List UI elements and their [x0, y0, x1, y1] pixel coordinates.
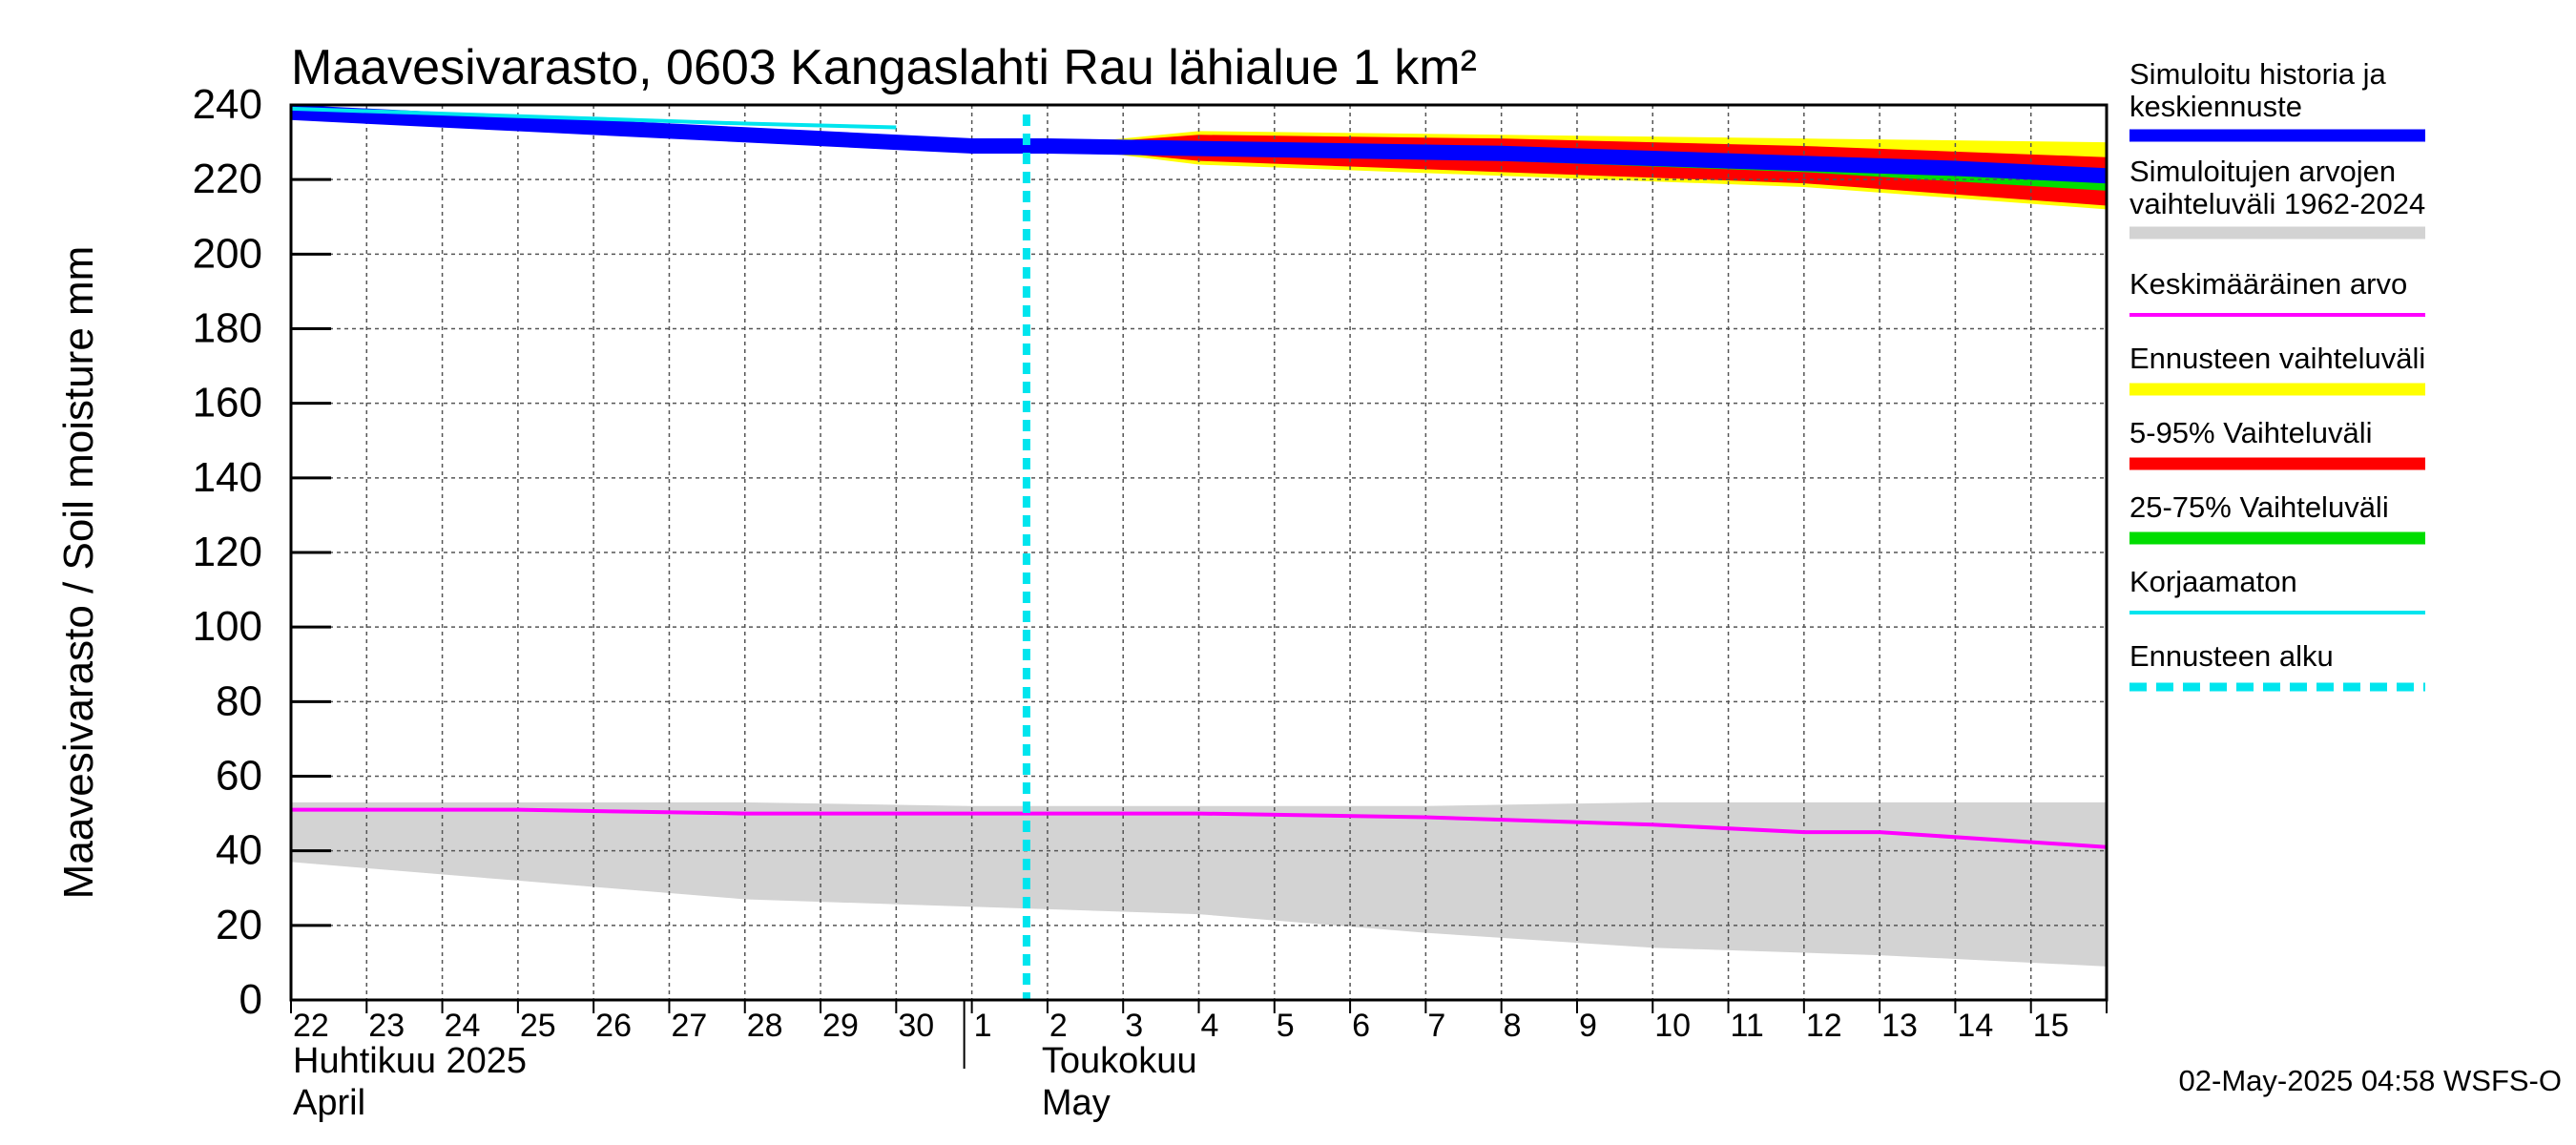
- legend-item: Ennusteen vaihteluväli: [2129, 342, 2425, 396]
- legend-label: 5-95% Vaihteluväli: [2129, 416, 2372, 449]
- y-tick-label: 240: [193, 81, 262, 128]
- y-tick-label: 200: [193, 230, 262, 277]
- y-tick-label: 40: [216, 827, 262, 874]
- x-tick-label: 12: [1806, 1008, 1842, 1044]
- legend-label: Simuloitu historia ja: [2129, 57, 2387, 91]
- legend-label-2: keskiennuste: [2129, 90, 2302, 123]
- x-tick-label: 29: [822, 1008, 859, 1044]
- x-tick-label: 28: [747, 1008, 783, 1044]
- x-tick-label: 3: [1125, 1008, 1143, 1044]
- legend-label: Keskimääräinen arvo: [2129, 267, 2407, 301]
- x-tick-label: 25: [520, 1008, 556, 1044]
- legend-item: Keskimääräinen arvo: [2129, 267, 2425, 317]
- x-tick-labels: 22 23 24 25 26 27 28 29 30 1 2 3 4 5 6 7 8 9 10 11 12 13 14 15: [293, 1008, 2069, 1044]
- legend-item: Ennusteen alku: [2129, 639, 2425, 692]
- y-tick-labels: 0 20 40 60 80 100 120 140 160 180 200 220 240: [193, 81, 262, 1023]
- x-tick-label: 2: [1049, 1008, 1068, 1044]
- x-tick-label: 4: [1201, 1008, 1219, 1044]
- series-line-1: [291, 807, 2108, 849]
- legend-item: Korjaamaton: [2129, 565, 2425, 614]
- x-tick-label: 5: [1277, 1008, 1295, 1044]
- x-tick-label: 6: [1352, 1008, 1370, 1044]
- x-tick-label: 15: [2033, 1008, 2069, 1044]
- y-tick-label: 20: [216, 902, 262, 948]
- x-tick-label: 30: [898, 1008, 934, 1044]
- timestamp: 02-May-2025 04:58 WSFS-O: [2179, 1064, 2562, 1097]
- legend-label: 25-75% Vaihteluväli: [2129, 490, 2389, 524]
- y-axis-label: Maavesivarasto / Soil moisture mm: [55, 246, 102, 900]
- legend-item: 25-75% Vaihteluväli: [2129, 490, 2425, 545]
- y-tick-label: 140: [193, 454, 262, 501]
- month-label: Huhtikuu 2025: [293, 1041, 527, 1081]
- x-tick-label: 8: [1504, 1008, 1522, 1044]
- legend-label: Korjaamaton: [2129, 565, 2297, 598]
- x-tick-label: 22: [293, 1008, 329, 1044]
- legend-item: 5-95% Vaihteluväli: [2129, 416, 2425, 470]
- y-tick-label: 160: [193, 380, 262, 427]
- x-tick-label: 24: [445, 1008, 481, 1044]
- month-label: Toukokuu: [1042, 1041, 1197, 1081]
- legend-label: Ennusteen alku: [2129, 639, 2334, 673]
- chart-title: Maavesivarasto, 0603 Kangaslahti Rau läh…: [291, 40, 1477, 95]
- y-tick-label: 180: [193, 305, 262, 352]
- chart-axes: [289, 103, 2109, 1069]
- y-tick-label: 0: [239, 976, 262, 1023]
- series-line-0: [290, 104, 2108, 184]
- legend-label: Ennusteen vaihteluväli: [2129, 342, 2425, 375]
- x-tick-label: 26: [595, 1008, 632, 1044]
- y-tick-label: 120: [193, 529, 262, 575]
- x-tick-label: 9: [1579, 1008, 1597, 1044]
- legend-label-2: vaihteluväli 1962-2024: [2129, 187, 2425, 220]
- y-tick-label: 220: [193, 156, 262, 202]
- x-tick-label: 7: [1427, 1008, 1445, 1044]
- x-tick-label: 1: [974, 1008, 992, 1044]
- x-tick-label: 23: [368, 1008, 405, 1044]
- x-tick-label: 14: [1957, 1008, 1993, 1044]
- series-line-2: [290, 106, 897, 130]
- legend-label: Simuloitujen arvojen: [2129, 155, 2396, 188]
- month-label-en: May: [1042, 1083, 1111, 1123]
- x-tick-label: 10: [1654, 1008, 1691, 1044]
- legend: Simuloitu historia jakeskiennusteSimuloi…: [2129, 57, 2425, 692]
- x-tick-label: 11: [1731, 1008, 1764, 1044]
- chart-lines: [290, 104, 2108, 1000]
- y-tick-label: 100: [193, 603, 262, 650]
- month-label-en: April: [293, 1083, 365, 1123]
- x-tick-label: 27: [671, 1008, 707, 1044]
- y-tick-label: 60: [216, 753, 262, 800]
- y-tick-label: 80: [216, 677, 262, 724]
- x-tick-label: 13: [1881, 1008, 1918, 1044]
